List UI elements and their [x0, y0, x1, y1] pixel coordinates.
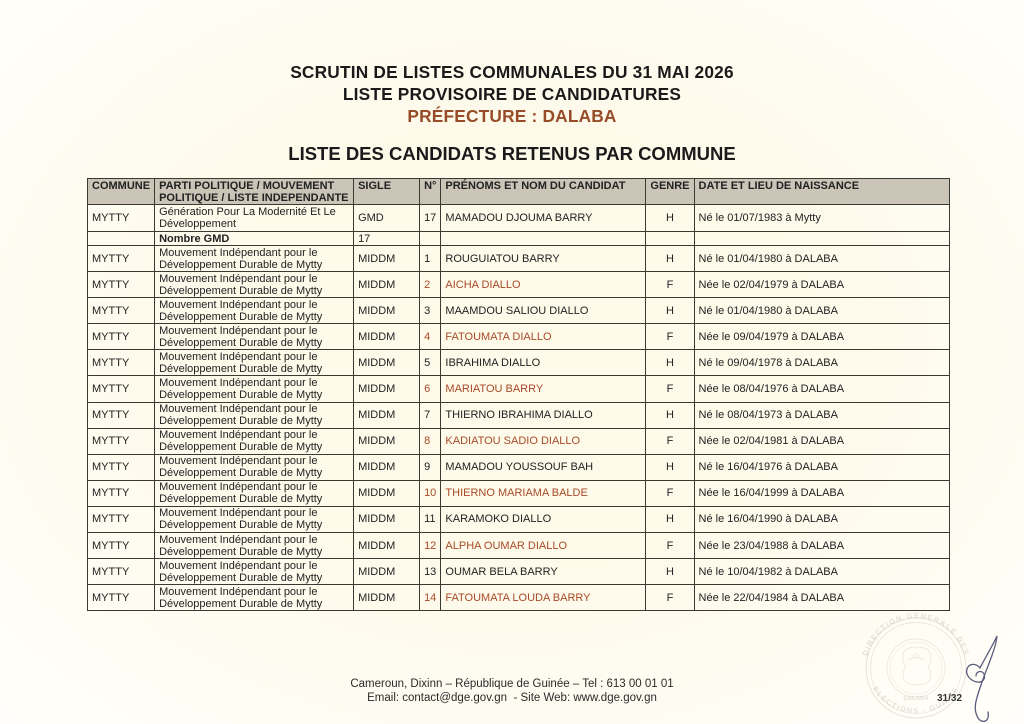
svg-text:DIRECTION GENERALE DES: DIRECTION GENERALE DES	[861, 611, 972, 657]
